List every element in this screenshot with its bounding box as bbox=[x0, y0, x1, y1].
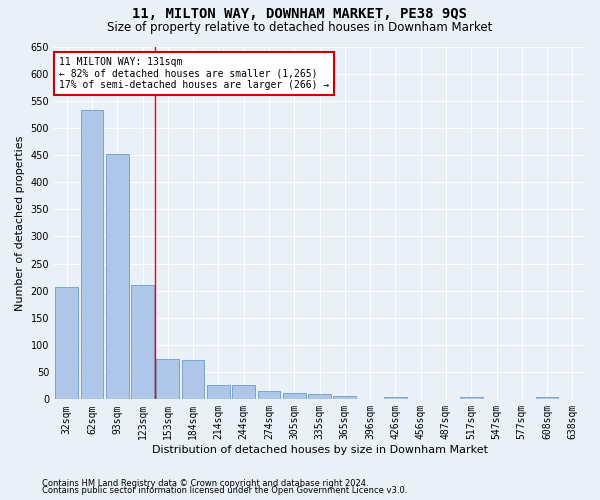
Bar bbox=[384, 396, 407, 400]
Bar bbox=[308, 394, 331, 400]
Bar bbox=[182, 360, 205, 400]
Bar bbox=[131, 285, 154, 400]
Bar bbox=[232, 385, 255, 400]
Bar bbox=[536, 396, 559, 400]
Bar bbox=[55, 287, 78, 400]
Text: Contains public sector information licensed under the Open Government Licence v3: Contains public sector information licen… bbox=[42, 486, 407, 495]
Bar bbox=[157, 358, 179, 400]
Y-axis label: Number of detached properties: Number of detached properties bbox=[15, 135, 25, 310]
Bar bbox=[207, 384, 230, 400]
Text: Size of property relative to detached houses in Downham Market: Size of property relative to detached ho… bbox=[107, 21, 493, 34]
Bar bbox=[460, 396, 482, 400]
X-axis label: Distribution of detached houses by size in Downham Market: Distribution of detached houses by size … bbox=[152, 445, 488, 455]
Bar bbox=[283, 393, 305, 400]
Text: 11 MILTON WAY: 131sqm
← 82% of detached houses are smaller (1,265)
17% of semi-d: 11 MILTON WAY: 131sqm ← 82% of detached … bbox=[59, 57, 329, 90]
Bar bbox=[80, 110, 103, 400]
Bar bbox=[106, 154, 128, 400]
Bar bbox=[334, 396, 356, 400]
Text: 11, MILTON WAY, DOWNHAM MARKET, PE38 9QS: 11, MILTON WAY, DOWNHAM MARKET, PE38 9QS bbox=[133, 8, 467, 22]
Bar bbox=[257, 391, 280, 400]
Text: Contains HM Land Registry data © Crown copyright and database right 2024.: Contains HM Land Registry data © Crown c… bbox=[42, 478, 368, 488]
